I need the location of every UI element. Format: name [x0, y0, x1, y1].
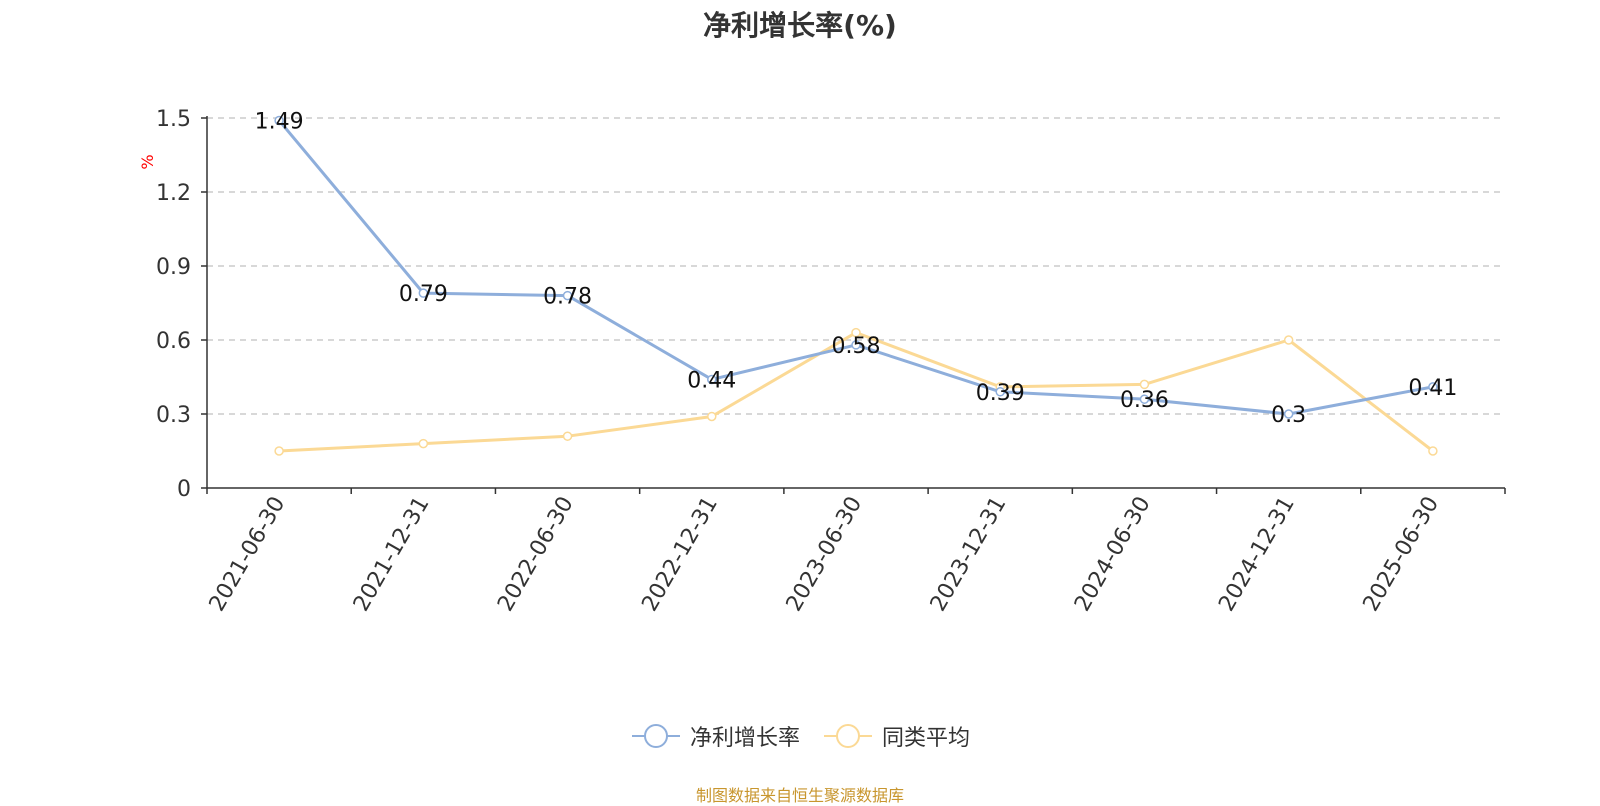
series-point-2 [274, 446, 284, 456]
x-tick-labels: 2021-06-30 2021-12-31 2022-06-30 2022-12-31… [205, 493, 1444, 616]
data-label: 0.41 [1408, 376, 1457, 401]
series-point-1 [418, 288, 429, 298]
series-point-2 [1428, 446, 1438, 456]
y-tick-label: 0.3 [156, 403, 191, 428]
y-tick-label: 0 [177, 477, 191, 502]
series-point-2 [418, 438, 429, 449]
y-tick-label: 0.9 [156, 255, 191, 280]
data-label: 0.3 [1271, 403, 1306, 428]
series-point-2 [562, 431, 573, 441]
series-point-1 [562, 290, 573, 301]
axes [201, 116, 1506, 494]
legend-line-circle-icon [824, 724, 872, 748]
y-axis-unit: % [138, 154, 157, 169]
chart-title: 净利增长率(%) [703, 9, 897, 42]
series-point-1 [851, 340, 861, 350]
series-point-1 [1139, 394, 1150, 404]
series-point-1 [1428, 382, 1438, 392]
data-labels: 1.49 0.79 0.78 0.44 0.58 0.39 0.36 0.3 0.41 [255, 109, 1458, 428]
data-label: 0.44 [687, 368, 736, 393]
x-tick-label: 2021-12-31 [349, 493, 435, 616]
y-tick-label: 1.2 [156, 181, 191, 206]
series-line-1 [277, 119, 1434, 416]
x-tick-label: 2025-06-30 [1359, 493, 1445, 616]
x-tick-label: 2024-12-31 [1214, 493, 1300, 616]
legend-line-circle-icon [631, 724, 680, 748]
series-point-1 [1283, 409, 1294, 419]
series-point-1 [995, 387, 1005, 397]
series-point-1 [274, 115, 284, 126]
x-tick-label: 2023-12-31 [926, 493, 1012, 616]
data-label: 0.39 [976, 381, 1025, 406]
x-tick-label: 2022-06-30 [493, 493, 579, 616]
y-tick-label: 1.5 [156, 107, 191, 132]
x-tick-label: 2023-06-30 [782, 493, 868, 616]
y-tick-label: 0.6 [156, 329, 191, 354]
series-point-2 [707, 411, 717, 422]
legend-label-series-2: 同类平均 [882, 726, 971, 751]
legend-item-series-2[interactable]: 同类平均 [822, 720, 970, 752]
series-group [274, 115, 1438, 456]
legend-item-series-1[interactable]: 净利增长率 [630, 720, 800, 752]
data-label: 0.36 [1120, 388, 1169, 413]
x-tick-label: 2021-06-30 [205, 493, 291, 616]
series-point-2 [851, 327, 861, 338]
series-point-1 [707, 374, 717, 385]
data-label: 0.58 [832, 334, 881, 359]
line-chart: 00.30.60.91.21.5 2021-06-30 2021-12-31 202… [138, 107, 1506, 616]
series-point-2 [1139, 379, 1150, 390]
x-tick-label: 2022-12-31 [637, 493, 723, 616]
legend-label-series-1: 净利增长率 [689, 726, 800, 751]
data-label: 0.79 [399, 282, 448, 307]
y-tick-labels: 0 0.3 0.6 0.9 1.2 1.5 [156, 107, 191, 502]
legend: 净利增长率 同类平均 [0, 720, 1600, 752]
data-label: 0.78 [543, 285, 592, 310]
source-note: 制图数据来自恒生聚源数据库 [695, 786, 904, 805]
x-tick-label: 2024-06-30 [1070, 493, 1156, 616]
series-point-2 [1283, 335, 1294, 345]
data-label: 1.49 [255, 109, 304, 134]
